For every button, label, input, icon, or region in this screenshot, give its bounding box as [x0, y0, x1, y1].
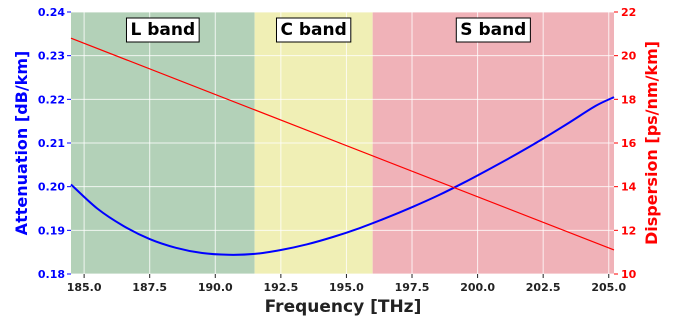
left-axis-ticks: 0.18 0.19 0.20 0.21 0.22 0.23 0.24 [38, 6, 71, 281]
left-tick-label: 0.21 [38, 137, 65, 150]
right-tick-label: 20 [621, 50, 637, 63]
left-tick-label: 0.18 [38, 268, 65, 281]
x-tick-label: 192.5 [263, 281, 298, 294]
right-tick-label: 18 [621, 93, 636, 106]
x-tick-label: 205.0 [591, 281, 626, 294]
c-band-label-background [275, 17, 352, 43]
x-tick-label: 185.0 [67, 281, 102, 294]
s-band-label-box: S band [455, 17, 531, 43]
right-tick-label: 12 [621, 224, 636, 237]
grid-lines [71, 11, 614, 275]
right-axis-label: Dispersion [ps/nm/km] [642, 41, 661, 245]
data-series [70, 37, 615, 256]
x-axis-ticks: 185.0 187.5 190.0 192.5 195.0 197.5 200.0 202.5… [67, 274, 626, 294]
left-tick-label: 0.20 [38, 181, 65, 194]
band-labels: L band C band S band [125, 17, 531, 43]
attenuation-line [70, 96, 615, 256]
right-tick-label: 14 [621, 181, 637, 194]
left-tick-label: 0.19 [38, 224, 65, 237]
l-band-label: L band [130, 20, 195, 40]
x-tick-label: 187.5 [132, 281, 167, 294]
c-band-label-box: C band [275, 17, 352, 43]
s-band-label: S band [460, 20, 526, 40]
x-tick-label: 197.5 [395, 281, 430, 294]
left-tick-label: 0.23 [38, 50, 65, 63]
right-axis-ticks: 10 12 14 16 18 20 22 [614, 6, 637, 281]
x-tick-label: 190.0 [198, 281, 233, 294]
right-tick-label: 10 [621, 268, 637, 281]
l-band-label-background [125, 17, 200, 43]
dispersion-line [70, 37, 615, 251]
x-tick-label: 195.0 [329, 281, 364, 294]
x-tick-label: 202.5 [526, 281, 561, 294]
left-tick-label: 0.24 [38, 6, 65, 19]
c-band-label: C band [280, 20, 346, 40]
l-band-label-box: L band [125, 17, 200, 43]
left-tick-label: 0.22 [38, 93, 65, 106]
x-tick-label: 200.0 [460, 281, 495, 294]
left-axis-label: Attenuation [dB/km] [12, 51, 31, 236]
x-axis-label: Frequency [THz] [265, 297, 422, 317]
right-tick-label: 22 [621, 6, 636, 19]
right-tick-label: 16 [621, 137, 637, 150]
s-band-label-background [455, 17, 531, 43]
